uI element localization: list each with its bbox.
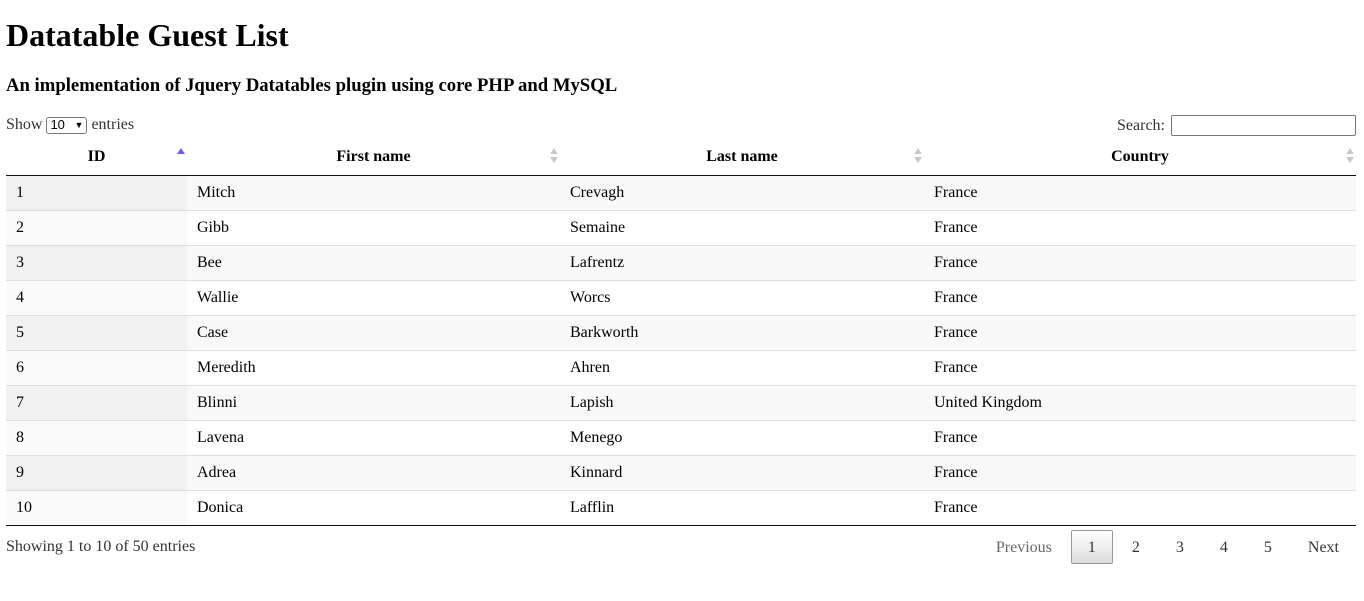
search-label: Search: [1117,116,1165,134]
column-header-last-name[interactable]: Last name [560,138,924,176]
cell-id: 7 [6,385,187,421]
cell-country: France [924,490,1356,526]
entries-label: entries [91,116,135,133]
cell-country: France [924,420,1356,456]
entries-length-select[interactable]: 10 ▼ [46,116,88,134]
cell-last-name: Worcs [560,280,924,316]
table-row: 3 Bee Lafrentz France [6,245,1356,281]
sort-icon [550,148,558,164]
show-label: Show [6,116,43,133]
column-header-first-name[interactable]: First name [187,138,560,176]
cell-first-name: Adrea [187,455,560,491]
table-row: 10 Donica Lafflin France [6,490,1356,526]
cell-first-name: Gibb [187,210,560,246]
previous-button[interactable]: Previous [995,539,1052,556]
page-button-2[interactable]: 2 [1131,539,1140,556]
cell-country: France [924,175,1356,211]
table-info: Showing 1 to 10 of 50 entries [6,538,196,555]
cell-last-name: Crevagh [560,175,924,211]
sort-icon [914,148,922,164]
next-button[interactable]: Next [1307,539,1339,556]
cell-last-name: Lapish [560,385,924,421]
table-row: 8 Lavena Menego France [6,420,1356,456]
page-button-1[interactable]: 1 [1070,530,1113,564]
cell-first-name: Bee [187,245,560,281]
table-row: 1 Mitch Crevagh France [6,175,1356,211]
cell-last-name: Kinnard [560,455,924,491]
cell-first-name: Mitch [187,175,560,211]
chevron-down-icon: ▼ [74,120,84,130]
cell-country: France [924,280,1356,316]
search-input[interactable] [1171,115,1356,136]
cell-last-name: Barkworth [560,315,924,351]
cell-last-name: Semaine [560,210,924,246]
cell-country: France [924,350,1356,386]
cell-id: 1 [6,175,187,211]
table-row: 6 Meredith Ahren France [6,350,1356,386]
table-row: 5 Case Barkworth France [6,315,1356,351]
column-header-label: Country [1111,147,1169,165]
pagination: Previous 1 2 3 4 5 Next [977,530,1356,564]
cell-first-name: Case [187,315,560,351]
cell-country: France [924,315,1356,351]
cell-last-name: Lafrentz [560,245,924,281]
sort-icon [1346,148,1354,164]
cell-id: 2 [6,210,187,246]
cell-id: 5 [6,315,187,351]
cell-id: 3 [6,245,187,281]
cell-last-name: Ahren [560,350,924,386]
column-header-country[interactable]: Country [924,138,1356,176]
cell-country: France [924,210,1356,246]
table-header-row: ID First name Last name Country [6,138,1356,176]
column-header-label: Last name [706,147,778,165]
cell-first-name: Blinni [187,385,560,421]
page-subtitle: An implementation of Jquery Datatables p… [6,75,618,96]
page-title: Datatable Guest List [6,17,289,53]
page-button-3[interactable]: 3 [1175,539,1184,556]
table-row: 7 Blinni Lapish United Kingdom [6,385,1356,421]
column-header-label: ID [87,147,106,165]
page-button-4[interactable]: 4 [1219,539,1228,556]
cell-last-name: Lafflin [560,490,924,526]
entries-length-value: 10 [50,117,65,132]
cell-first-name: Lavena [187,420,560,456]
table-row: 9 Adrea Kinnard France [6,455,1356,491]
table-body: 1 Mitch Crevagh France 2 Gibb Semaine Fr… [6,175,1356,526]
guest-table: ID First name Last name Country [6,138,1356,526]
cell-country: France [924,245,1356,281]
cell-first-name: Wallie [187,280,560,316]
entries-length-control: Show 10 ▼ entries [6,115,134,135]
table-row: 4 Wallie Worcs France [6,280,1356,316]
cell-id: 6 [6,350,187,386]
cell-last-name: Menego [560,420,924,456]
cell-id: 4 [6,280,187,316]
sort-ascending-icon [177,148,185,164]
cell-first-name: Meredith [187,350,560,386]
cell-first-name: Donica [187,490,560,526]
cell-id: 10 [6,490,187,526]
table-row: 2 Gibb Semaine France [6,210,1356,246]
cell-id: 9 [6,455,187,491]
column-header-id[interactable]: ID [6,138,187,176]
page-button-5[interactable]: 5 [1263,539,1272,556]
cell-country: United Kingdom [924,385,1356,421]
cell-id: 8 [6,420,187,456]
column-header-label: First name [336,147,411,165]
cell-country: France [924,455,1356,491]
search-filter: Search: [1117,115,1356,136]
